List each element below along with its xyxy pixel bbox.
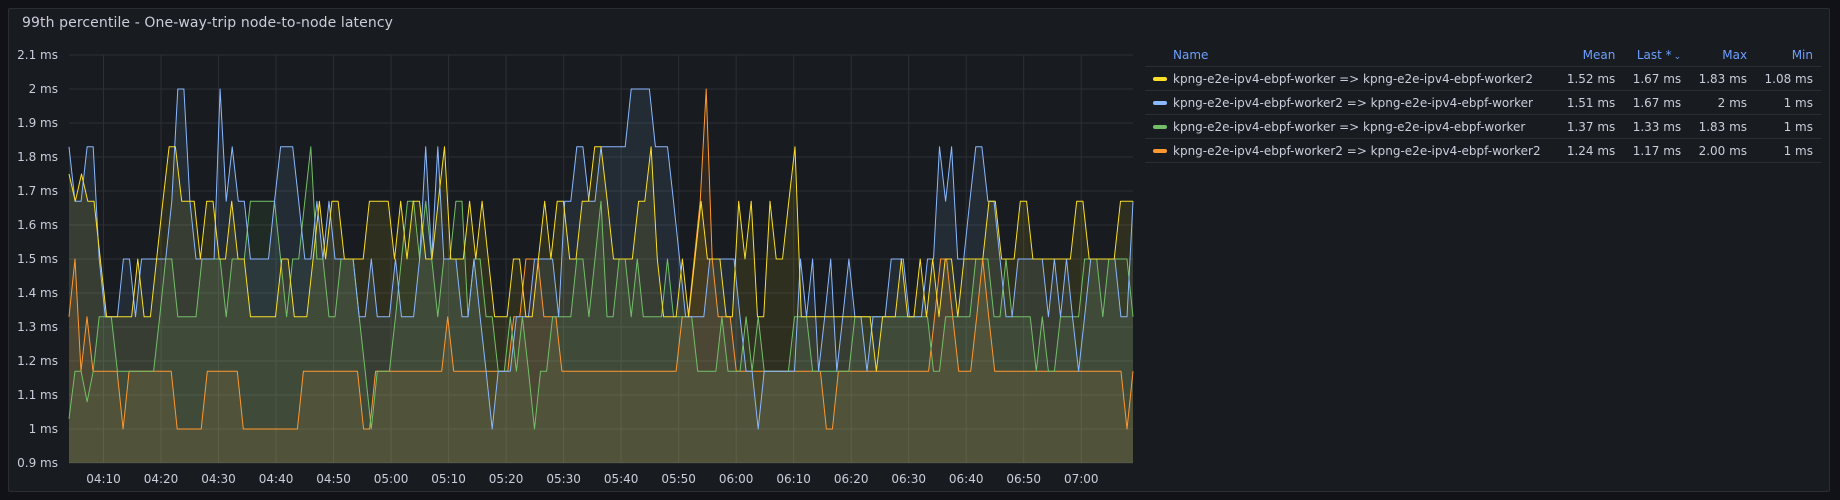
x-tick-label: 05:50 [661, 472, 696, 486]
legend-row[interactable]: kpng-e2e-ipv4-ebpf-worker2 => kpng-e2e-i… [1145, 90, 1821, 115]
x-tick-label: 06:40 [949, 472, 984, 486]
legend-row-mean: 1.52 ms [1557, 66, 1624, 91]
legend-row-last: 1.17 ms [1623, 138, 1690, 163]
series-area [69, 146, 1133, 464]
series-line[interactable] [68, 146, 1134, 430]
legend-row-mean: 1.51 ms [1557, 90, 1624, 115]
y-tick-label: 1.6 ms [17, 218, 58, 232]
legend-row-min: 1 ms [1755, 90, 1821, 115]
y-tick-label: 1.9 ms [17, 116, 58, 130]
legend-row-min: 1 ms [1755, 114, 1821, 139]
legend-row-name-cell: kpng-e2e-ipv4-ebpf-worker => kpng-e2e-ip… [1145, 66, 1558, 91]
y-tick-label: 1.4 ms [17, 286, 58, 300]
series-swatch-icon [1153, 77, 1167, 81]
x-tick-label: 05:00 [374, 472, 409, 486]
legend-row-mean: 1.24 ms [1557, 138, 1624, 163]
legend-row-name-cell: kpng-e2e-ipv4-ebpf-worker2 => kpng-e2e-i… [1145, 138, 1558, 163]
legend-table: Name Mean Last * ⌄ Max Min kpng-e2e-ipv4-… [1145, 44, 1821, 163]
legend-header-min[interactable]: Min [1755, 44, 1821, 67]
legend-header-last-label: Last * [1636, 48, 1672, 62]
legend-header-row: Name Mean Last * ⌄ Max Min [1145, 44, 1821, 67]
legend-row-min: 1.08 ms [1755, 66, 1821, 91]
series-layer[interactable] [68, 88, 1134, 464]
legend-row-min: 1 ms [1755, 138, 1821, 163]
legend-row-max: 1.83 ms [1689, 114, 1756, 139]
legend-row-max: 2.00 ms [1689, 138, 1756, 163]
series-area [69, 146, 1133, 464]
y-tick-label: 2 ms [29, 82, 58, 96]
x-tick-label: 06:00 [719, 472, 754, 486]
legend-header-last[interactable]: Last * ⌄ [1623, 44, 1690, 67]
legend-row[interactable]: kpng-e2e-ipv4-ebpf-worker => kpng-e2e-ip… [1145, 114, 1821, 139]
series-line[interactable] [68, 88, 1134, 430]
x-tick-label: 06:10 [776, 472, 811, 486]
x-tick-label: 05:30 [546, 472, 581, 486]
y-tick-label: 1.5 ms [17, 252, 58, 266]
y-tick-label: 1.8 ms [17, 150, 58, 164]
x-tick-label: 04:30 [201, 472, 236, 486]
legend-row[interactable]: kpng-e2e-ipv4-ebpf-worker2 => kpng-e2e-i… [1145, 138, 1821, 163]
x-tick-label: 06:50 [1006, 472, 1041, 486]
chevron-down-icon: ⌄ [1673, 52, 1682, 62]
y-tick-label: 1.7 ms [17, 184, 58, 198]
x-tick-label: 05:40 [604, 472, 639, 486]
legend-header-name[interactable]: Name [1145, 44, 1558, 67]
legend-body: kpng-e2e-ipv4-ebpf-worker => kpng-e2e-ip… [1145, 66, 1821, 163]
legend-row-max: 2 ms [1689, 90, 1756, 115]
x-tick-label: 04:20 [144, 472, 179, 486]
series-swatch-icon [1153, 125, 1167, 129]
series-swatch-icon [1153, 149, 1167, 153]
series-swatch-icon [1153, 101, 1167, 105]
y-tick-label: 1.1 ms [17, 388, 58, 402]
legend-row-name: kpng-e2e-ipv4-ebpf-worker2 => kpng-e2e-i… [1173, 95, 1533, 110]
x-tick-label: 05:10 [431, 472, 466, 486]
x-tick-label: 07:00 [1064, 472, 1099, 486]
legend-header-mean[interactable]: Mean [1557, 44, 1624, 67]
legend-row-name-cell: kpng-e2e-ipv4-ebpf-worker => kpng-e2e-ip… [1145, 114, 1558, 139]
legend-row[interactable]: kpng-e2e-ipv4-ebpf-worker => kpng-e2e-ip… [1145, 66, 1821, 91]
y-tick-label: 0.9 ms [17, 456, 58, 470]
y-tick-label: 1.2 ms [17, 354, 58, 368]
legend-row-name: kpng-e2e-ipv4-ebpf-worker => kpng-e2e-ip… [1173, 119, 1526, 134]
latency-chart[interactable]: 0.9 ms 1 ms 1.1 ms 1.2 ms 1.3 ms 1.4 ms 1.5 ms… [0, 0, 1140, 500]
x-axis: 04:10 04:20 04:30 04:40 04:50 05:00 05:10 05:20… [86, 472, 1098, 486]
legend-header-max[interactable]: Max [1689, 44, 1756, 67]
legend-row-last: 1.33 ms [1623, 114, 1690, 139]
legend-row-last: 1.67 ms [1623, 66, 1690, 91]
legend-row-name: kpng-e2e-ipv4-ebpf-worker => kpng-e2e-ip… [1173, 71, 1533, 86]
x-tick-label: 06:30 [891, 472, 926, 486]
y-axis: 0.9 ms 1 ms 1.1 ms 1.2 ms 1.3 ms 1.4 ms 1.5 ms… [17, 48, 58, 470]
legend-row-name-cell: kpng-e2e-ipv4-ebpf-worker2 => kpng-e2e-i… [1145, 90, 1558, 115]
legend-row-name: kpng-e2e-ipv4-ebpf-worker2 => kpng-e2e-i… [1173, 143, 1541, 158]
series-line[interactable] [68, 146, 1133, 372]
panel-title[interactable]: 99th percentile - One-way-trip node-to-n… [22, 15, 394, 31]
series-area [69, 89, 1133, 463]
x-tick-label: 04:10 [86, 472, 121, 486]
x-tick-label: 06:20 [834, 472, 869, 486]
x-tick-label: 04:50 [316, 472, 351, 486]
x-tick-label: 04:40 [259, 472, 294, 486]
legend-row-mean: 1.37 ms [1557, 114, 1624, 139]
y-tick-label: 1.3 ms [17, 320, 58, 334]
series-area [69, 89, 1133, 463]
x-tick-label: 05:20 [489, 472, 524, 486]
legend-row-max: 1.83 ms [1689, 66, 1756, 91]
legend-row-last: 1.67 ms [1623, 90, 1690, 115]
y-tick-label: 1 ms [29, 422, 58, 436]
y-tick-label: 2.1 ms [17, 48, 58, 62]
